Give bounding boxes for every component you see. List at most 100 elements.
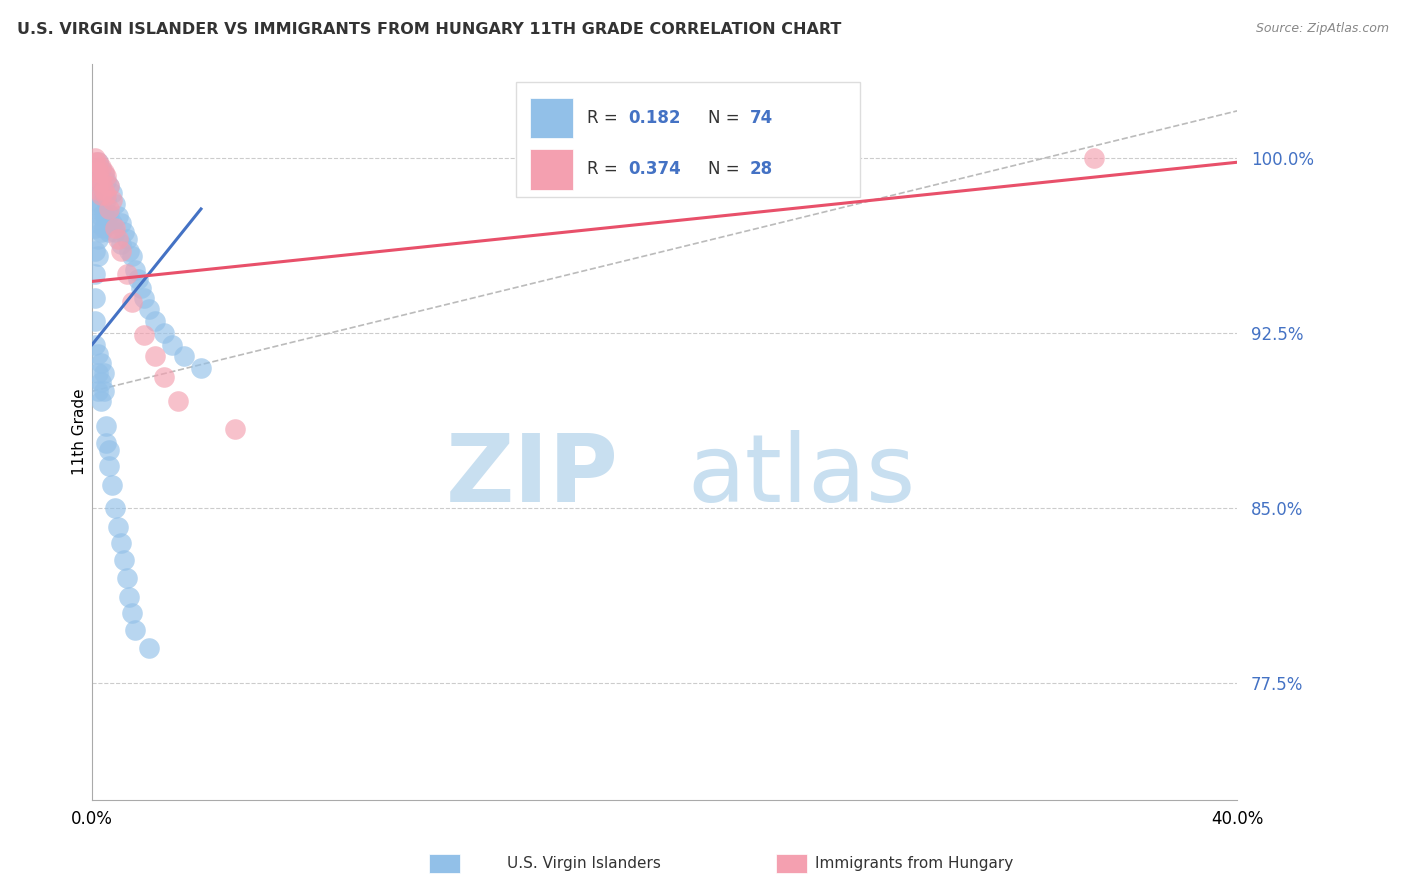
Text: R =: R = [586,109,623,127]
Point [84,220,107,235]
Point [132,328,155,343]
Point [152,326,174,340]
Point [87,366,110,380]
Point [93,167,115,181]
Point [90,356,112,370]
FancyBboxPatch shape [530,149,574,190]
Point [118,590,141,604]
Point [96,188,118,202]
Point [98,225,121,239]
Point [101,216,124,230]
Point [110,216,132,230]
Point [87,164,110,178]
Point [93,384,115,399]
Text: Immigrants from Hungary: Immigrants from Hungary [814,856,1014,871]
Point [138,302,160,317]
Point [93,366,115,380]
Point [90,162,112,177]
Point [93,206,115,220]
Point [104,197,127,211]
Point [101,477,124,491]
Text: Source: ZipAtlas.com: Source: ZipAtlas.com [1256,22,1389,36]
Point [112,552,135,566]
Text: ZIP: ZIP [446,430,619,523]
Point [115,232,138,246]
FancyBboxPatch shape [530,97,574,138]
Point [90,160,112,174]
FancyBboxPatch shape [516,82,859,196]
Text: N =: N = [709,161,745,178]
Point [90,225,112,239]
Point [132,291,155,305]
Point [121,295,143,310]
Text: 0.182: 0.182 [628,109,681,127]
Point [84,268,107,282]
Point [98,178,121,193]
Point [118,244,141,258]
Point [87,216,110,230]
Point [96,419,118,434]
Point [162,337,184,351]
Point [90,209,112,223]
Point [110,244,132,258]
Point [124,262,146,277]
Point [124,623,146,637]
Point [87,174,110,188]
Point [107,209,129,223]
Point [87,174,110,188]
Point [87,155,110,169]
Point [98,202,121,216]
Point [90,188,112,202]
Point [115,571,138,585]
Text: N =: N = [709,109,745,127]
Point [121,249,143,263]
Point [96,193,118,207]
Point [84,244,107,258]
Point [190,360,212,375]
Point [84,291,107,305]
Point [224,422,246,436]
Text: U.S. Virgin Islanders: U.S. Virgin Islanders [506,856,661,871]
Point [98,458,121,473]
Point [101,193,124,207]
Point [84,164,107,178]
Point [143,314,166,328]
Point [93,188,115,202]
Point [112,225,135,239]
Text: R =: R = [586,161,623,178]
Point [90,197,112,211]
Point [110,536,132,550]
Point [127,272,149,286]
Point [104,501,127,516]
Point [101,186,124,200]
Point [129,281,152,295]
Point [87,155,110,169]
Point [98,442,121,457]
Point [87,186,110,200]
Point [96,169,118,184]
Point [93,183,115,197]
Y-axis label: 11th Grade: 11th Grade [72,389,87,475]
Point [96,435,118,450]
Point [84,151,107,165]
Point [173,349,195,363]
Point [152,370,174,384]
Point [98,206,121,220]
Point [1083,151,1105,165]
Point [138,641,160,656]
Point [87,384,110,399]
Point [90,375,112,389]
Point [143,349,166,363]
Point [90,174,112,188]
Point [87,249,110,263]
Point [90,393,112,408]
Point [84,197,107,211]
Point [121,607,143,621]
Point [93,164,115,178]
Point [98,178,121,193]
Point [84,155,107,169]
Point [107,520,129,534]
Text: U.S. VIRGIN ISLANDER VS IMMIGRANTS FROM HUNGARY 11TH GRADE CORRELATION CHART: U.S. VIRGIN ISLANDER VS IMMIGRANTS FROM … [17,22,841,37]
Point [107,232,129,246]
Point [87,232,110,246]
